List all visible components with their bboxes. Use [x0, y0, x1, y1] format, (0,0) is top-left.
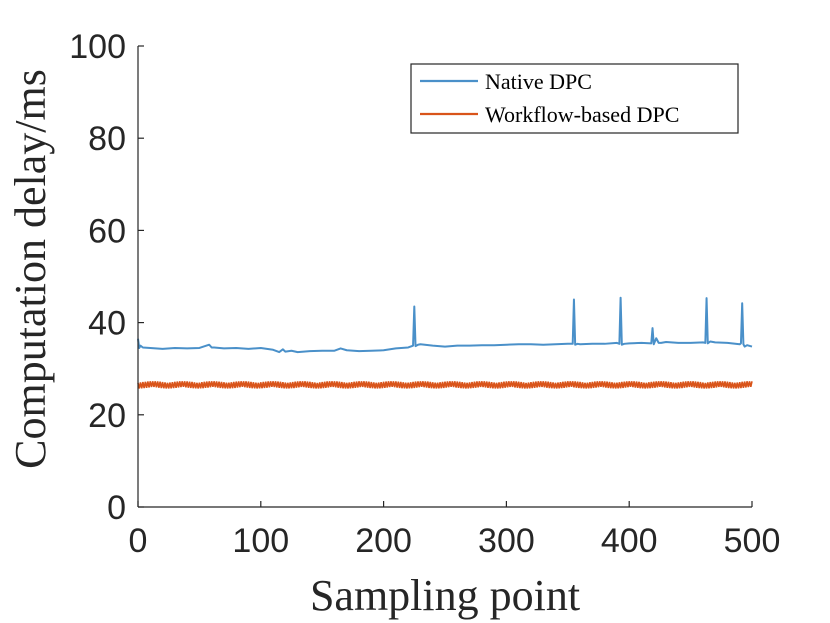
- legend-label-workflow-based-dpc: Workflow-based DPC: [485, 102, 679, 127]
- x-tick-label: 500: [724, 522, 781, 560]
- y-tick-label: 100: [69, 28, 126, 66]
- y-axis-title: Computation delay/ms: [6, 69, 55, 469]
- x-axis-title: Sampling point: [310, 571, 580, 620]
- y-tick-label: 20: [88, 397, 126, 435]
- legend-label-native-dpc: Native DPC: [485, 69, 592, 94]
- series-line-workflow-based-dpc: [137, 381, 753, 389]
- y-tick-label: 60: [88, 212, 126, 250]
- axes: [137, 46, 752, 508]
- series-line-native-dpc: [137, 296, 753, 354]
- x-tick-label: 300: [478, 522, 535, 560]
- x-tick-label: 200: [355, 522, 412, 560]
- y-tick-label: 80: [88, 120, 126, 158]
- x-tick-label: 0: [129, 522, 148, 560]
- plot-area: [137, 296, 753, 389]
- legend-box: [410, 63, 739, 134]
- x-tick-label: 100: [232, 522, 289, 560]
- y-tick-label: 40: [88, 305, 126, 343]
- legend: Native DPC Workflow-based DPC: [410, 63, 739, 134]
- x-tick-label: 400: [601, 522, 658, 560]
- y-tick-label: 0: [107, 489, 126, 527]
- ticks: 0 100 200 300 400 500 0 20 40 60 80 100: [69, 28, 780, 560]
